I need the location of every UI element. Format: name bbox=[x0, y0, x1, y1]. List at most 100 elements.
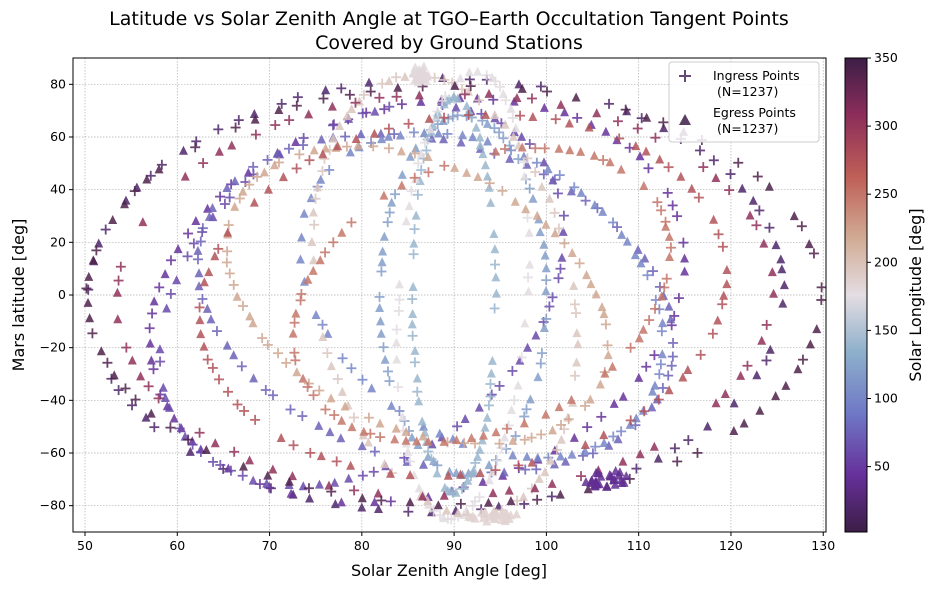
ingress-point bbox=[305, 447, 316, 458]
ingress-point bbox=[408, 249, 419, 260]
ingress-point bbox=[363, 412, 374, 423]
egress-point bbox=[410, 62, 420, 72]
ingress-point bbox=[541, 313, 552, 324]
ingress-point bbox=[407, 294, 418, 305]
egress-point bbox=[395, 130, 405, 140]
egress-point bbox=[401, 426, 411, 436]
ingress-point bbox=[423, 167, 434, 178]
egress-point bbox=[404, 201, 414, 211]
egress-point bbox=[345, 147, 355, 157]
egress-point bbox=[169, 413, 179, 423]
ingress-point bbox=[403, 118, 414, 129]
egress-point bbox=[664, 385, 674, 395]
ingress-point bbox=[409, 148, 420, 159]
ingress-point bbox=[294, 149, 305, 160]
egress-point bbox=[196, 329, 206, 339]
egress-point bbox=[419, 128, 429, 138]
ingress-point bbox=[320, 404, 331, 415]
legend: Ingress Points (N=1237) Egress Points (N… bbox=[668, 61, 820, 143]
ingress-point bbox=[608, 431, 619, 442]
ingress-point bbox=[486, 389, 497, 400]
x-tick-label: 100 bbox=[534, 538, 558, 553]
egress-point bbox=[400, 71, 410, 81]
egress-point bbox=[528, 193, 538, 203]
egress-point bbox=[610, 479, 620, 489]
ingress-point bbox=[538, 169, 549, 180]
ingress-point bbox=[665, 242, 676, 253]
ingress-point bbox=[187, 439, 198, 450]
ingress-point bbox=[303, 483, 314, 494]
egress-point bbox=[377, 134, 387, 144]
egress-point bbox=[777, 264, 787, 274]
ingress-point bbox=[647, 266, 658, 277]
ingress-point bbox=[519, 434, 530, 445]
egress-point bbox=[541, 219, 551, 229]
egress-point bbox=[547, 478, 557, 488]
egress-point bbox=[458, 130, 468, 140]
egress-point bbox=[499, 467, 509, 477]
egress-point bbox=[206, 314, 216, 324]
egress-point bbox=[556, 434, 566, 444]
egress-point bbox=[523, 286, 533, 296]
ingress-point bbox=[602, 340, 613, 351]
egress-point bbox=[303, 274, 313, 284]
egress-point bbox=[565, 145, 575, 155]
egress-point bbox=[230, 176, 240, 186]
egress-point bbox=[581, 270, 591, 280]
egress-point bbox=[433, 128, 443, 138]
egress-point bbox=[109, 370, 119, 380]
egress-point bbox=[423, 436, 433, 446]
ingress-point bbox=[292, 92, 303, 103]
egress-point bbox=[481, 109, 491, 119]
egress-point bbox=[793, 364, 803, 374]
ingress-point bbox=[276, 98, 287, 109]
ingress-point bbox=[467, 500, 478, 511]
egress-point bbox=[250, 114, 260, 124]
egress-point bbox=[739, 418, 749, 428]
egress-point bbox=[546, 455, 556, 465]
chart-title: Latitude vs Solar Zenith Angle at TGO–Ea… bbox=[109, 8, 789, 30]
egress-point bbox=[410, 345, 420, 355]
egress-point bbox=[489, 514, 499, 524]
egress-point bbox=[767, 267, 777, 277]
egress-point bbox=[160, 269, 170, 279]
egress-point bbox=[162, 303, 172, 313]
colorbar-ticks: 50 100 150 200 250 300 350 bbox=[867, 50, 898, 474]
egress-point bbox=[379, 190, 389, 200]
ingress-point bbox=[87, 328, 98, 339]
colorbar-tick-label: 200 bbox=[874, 254, 898, 269]
ingress-point bbox=[413, 158, 424, 169]
egress-point bbox=[317, 134, 327, 144]
ingress-point bbox=[412, 189, 423, 200]
egress-point bbox=[83, 297, 93, 307]
x-axis-label: Solar Zenith Angle [deg] bbox=[351, 561, 547, 580]
ingress-point bbox=[672, 456, 683, 467]
ingress-point bbox=[459, 89, 470, 100]
egress-point bbox=[398, 411, 408, 421]
egress-point bbox=[424, 113, 434, 123]
egress-point bbox=[450, 80, 460, 90]
egress-point bbox=[397, 180, 407, 190]
egress-point bbox=[764, 181, 774, 191]
ingress-point bbox=[455, 498, 466, 509]
ingress-point bbox=[389, 129, 400, 140]
ingress-point bbox=[412, 386, 423, 397]
egress-point bbox=[491, 146, 501, 156]
ingress-point bbox=[576, 471, 587, 482]
ingress-point bbox=[154, 282, 165, 293]
ingress-point bbox=[520, 464, 531, 475]
egress-point bbox=[469, 465, 479, 475]
egress-point bbox=[752, 370, 762, 380]
egress-point bbox=[141, 412, 151, 422]
egress-point bbox=[533, 452, 543, 462]
x-tick-label: 110 bbox=[627, 538, 651, 553]
ingress-point bbox=[481, 70, 492, 81]
ingress-point bbox=[501, 423, 512, 434]
ingress-point bbox=[498, 133, 509, 144]
ingress-point bbox=[662, 187, 673, 198]
x-tick-label: 70 bbox=[262, 538, 278, 553]
ingress-point bbox=[717, 241, 728, 252]
egress-point bbox=[489, 229, 499, 239]
ingress-point bbox=[437, 95, 448, 106]
ingress-point bbox=[574, 258, 585, 269]
